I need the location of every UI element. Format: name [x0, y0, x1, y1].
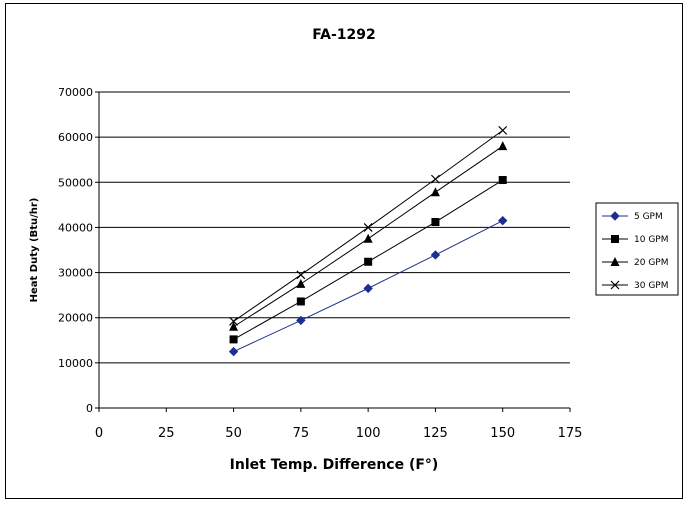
y-tick-label: 50000 [58, 176, 93, 189]
series-30-gpm [229, 125, 508, 326]
chart-title: FA-1292 [312, 27, 376, 43]
x-tick-label: 25 [158, 426, 175, 441]
y-axis-label: Heat Duty (Btu/hr) [29, 198, 40, 303]
y-tick-label: 60000 [58, 131, 93, 144]
x-tick-label: 50 [225, 426, 242, 441]
data-point [363, 223, 373, 232]
data-point [229, 335, 238, 344]
legend-box [595, 202, 679, 296]
data-point [363, 283, 373, 294]
y-tick-label: 70000 [58, 86, 93, 99]
y-tick-label: 20000 [58, 312, 93, 325]
data-point [431, 218, 440, 227]
data-point [430, 187, 440, 197]
x-tick-label: 175 [558, 426, 583, 441]
series-20-gpm [229, 141, 508, 331]
y-tick-label: 10000 [58, 357, 93, 370]
data-point [228, 346, 239, 357]
data-point [229, 316, 238, 326]
x-tick-label: 0 [95, 426, 103, 441]
chart-frame [5, 3, 683, 499]
data-point [498, 141, 508, 151]
legend-marker [610, 211, 620, 221]
legend-label: 30 GPM [634, 281, 668, 291]
data-point [498, 215, 508, 226]
data-point [296, 278, 306, 288]
x-tick-label: 125 [423, 426, 448, 441]
series-group [228, 125, 508, 357]
legend-label: 10 GPM [634, 235, 668, 245]
series-5-gpm [228, 215, 508, 357]
legend: 5 GPM 10 GPM 20 GPM 30 GPM [595, 202, 679, 296]
data-point [229, 321, 239, 331]
data-point [431, 174, 440, 184]
legend-marker [610, 257, 620, 266]
series-10-gpm [229, 176, 507, 344]
data-point [296, 270, 306, 280]
legend-label: 5 GPM [634, 212, 663, 222]
data-point [498, 125, 508, 135]
data-point [498, 176, 507, 185]
axes [95, 91, 571, 412]
data-point [430, 250, 441, 260]
legend-marker [611, 235, 619, 243]
x-tick-labels: 0 25 50 75 100 125 150 175 [95, 426, 583, 441]
x-tick-label: 100 [356, 426, 381, 441]
legend-marker [610, 280, 620, 290]
data-point [363, 233, 373, 243]
y-tick-labels: 0 10000 20000 30000 40000 50000 60000 70000 [58, 86, 93, 415]
legend-label: 20 GPM [634, 258, 668, 268]
x-tick-label: 75 [293, 426, 310, 441]
y-tick-label: 40000 [58, 221, 93, 234]
x-tick-label: 150 [490, 426, 515, 441]
x-axis-label: Inlet Temp. Difference (F°) [230, 457, 439, 473]
data-point [364, 257, 373, 266]
y-tick-label: 0 [86, 402, 93, 415]
data-point [296, 315, 306, 326]
y-tick-label: 30000 [58, 267, 93, 280]
data-point [296, 297, 305, 306]
gridlines [99, 91, 570, 364]
